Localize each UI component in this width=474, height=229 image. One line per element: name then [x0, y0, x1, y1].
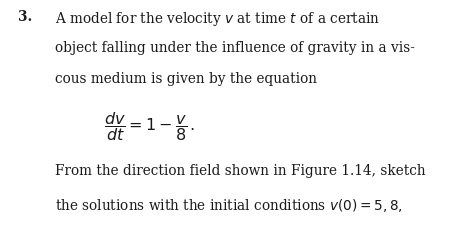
Text: cous medium is given by the equation: cous medium is given by the equation	[55, 72, 317, 86]
Text: A model for the velocity $v$ at time $t$ of a certain: A model for the velocity $v$ at time $t$…	[55, 10, 380, 28]
Text: object falling under the influence of gravity in a vis-: object falling under the influence of gr…	[55, 41, 414, 55]
Text: the solutions with the initial conditions $v(0) = 5, 8,$: the solutions with the initial condition…	[55, 196, 402, 213]
Text: $\dfrac{dv}{dt} = 1 - \dfrac{v}{8}\,.$: $\dfrac{dv}{dt} = 1 - \dfrac{v}{8}\,.$	[104, 110, 195, 143]
Text: From the direction field shown in Figure 1.14, sketch: From the direction field shown in Figure…	[55, 164, 425, 178]
Text: 3.: 3.	[18, 10, 32, 24]
